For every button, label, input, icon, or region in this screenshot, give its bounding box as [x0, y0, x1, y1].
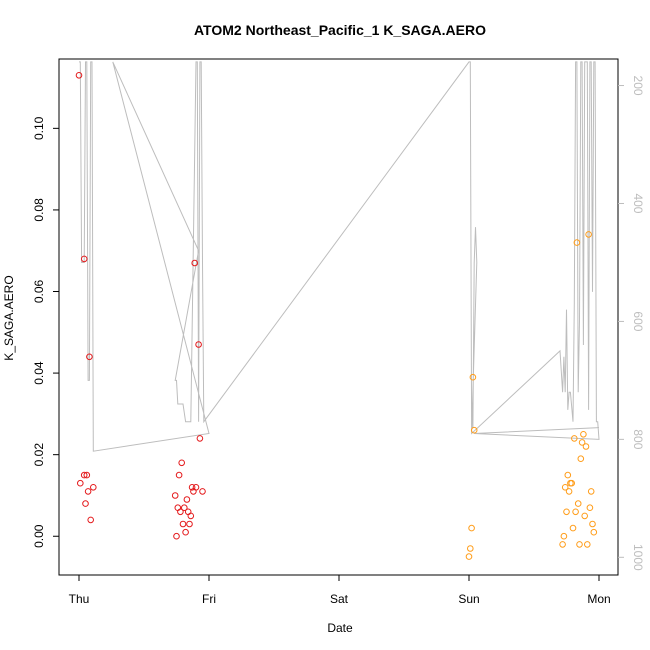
y-tick-label-3: 0.04 — [32, 361, 46, 385]
x-tick-label-4: Sun — [458, 592, 479, 606]
data-point-1-4 — [80, 471, 88, 479]
data-point-1-15 — [178, 459, 185, 467]
data-point-2-30 — [590, 528, 598, 536]
x-tick-label-3: Sat — [330, 592, 349, 606]
y-tick-label-5: 0.08 — [32, 198, 46, 222]
data-point-1-27 — [192, 484, 200, 491]
data-point-2-19 — [576, 541, 583, 548]
data-point-2-4 — [469, 373, 477, 381]
data-point-2-18 — [574, 500, 582, 507]
y2-tick-label-1: 200 — [631, 76, 645, 96]
data-point-2-25 — [584, 541, 591, 548]
data-point-2-9 — [563, 508, 570, 516]
data-point-1-25 — [188, 484, 196, 491]
chart-title: ATOM2 Northeast_Pacific_1 K_SAGA.AERO — [194, 22, 486, 38]
data-point-2-5 — [470, 426, 478, 434]
data-point-2-16 — [572, 508, 579, 516]
data-point-1-3 — [80, 255, 88, 263]
data-point-1-10 — [90, 484, 97, 491]
data-point-2-8 — [561, 484, 569, 491]
x-tick-label-5: Mon — [587, 592, 610, 606]
data-point-1-8 — [84, 488, 92, 495]
data-point-2-3 — [468, 524, 475, 532]
y-tick-label-2: 0.02 — [32, 443, 46, 467]
y2-tick-label-5: 1000 — [631, 544, 645, 571]
data-point-1-2 — [77, 479, 84, 487]
data-point-1-29 — [196, 435, 204, 442]
data-point-1-28 — [195, 341, 202, 348]
data-point-1-23 — [187, 512, 195, 520]
data-point-2-26 — [585, 231, 592, 238]
data-point-2-29 — [589, 520, 596, 528]
data-point-2-17 — [573, 239, 581, 246]
data-point-2-1 — [465, 553, 473, 560]
data-point-2-6 — [559, 541, 566, 548]
data-point-1-9 — [87, 516, 94, 524]
data-point-2-24 — [582, 443, 590, 450]
data-point-1-21 — [184, 508, 192, 516]
x-axis-label: Date — [327, 621, 353, 635]
data-point-1-30 — [199, 488, 206, 495]
data-point-2-14 — [569, 524, 577, 532]
data-point-1-24 — [191, 259, 198, 267]
data-point-2-10 — [564, 471, 572, 479]
data-point-1-20 — [183, 496, 191, 503]
data-point-1-5 — [83, 471, 91, 479]
data-point-1-19 — [182, 528, 189, 536]
data-points — [75, 72, 598, 560]
plot-frame — [58, 58, 619, 576]
data-point-1-11 — [171, 492, 179, 499]
data-point-1-16 — [177, 508, 184, 516]
altitude-trace — [79, 61, 600, 452]
data-point-2-28 — [587, 488, 595, 495]
data-point-1-7 — [86, 353, 93, 361]
data-point-2-15 — [571, 435, 578, 442]
data-point-1-6 — [82, 500, 89, 507]
y-tick-label-1: 0.00 — [32, 524, 46, 548]
data-point-1-14 — [173, 532, 180, 540]
y2-tick-label-2: 400 — [631, 193, 645, 213]
data-point-2-21 — [578, 439, 586, 446]
x-tick-label-1: Thu — [69, 592, 90, 606]
y2-tick-label-3: 600 — [631, 311, 645, 331]
data-point-1-17 — [179, 520, 187, 528]
data-point-2-27 — [586, 504, 594, 512]
x-tick-label-2: Fri — [202, 592, 216, 606]
data-point-1-22 — [186, 520, 193, 528]
data-point-1-12 — [174, 504, 182, 512]
data-point-2-22 — [580, 431, 587, 438]
y2-tick-label-4: 800 — [631, 429, 645, 449]
data-point-1-18 — [181, 504, 188, 512]
data-point-2-23 — [581, 512, 589, 520]
y-axis-label: K_SAGA.AERO — [2, 275, 16, 360]
data-point-1-13 — [175, 471, 183, 479]
y-tick-label-4: 0.06 — [32, 280, 46, 304]
axes: 0.00 0.02 0.04 0.06 0.08 0.10 200 400 600 800 1000… — [32, 58, 645, 606]
data-point-1-1 — [75, 72, 83, 79]
data-point-2-7 — [560, 532, 568, 540]
data-point-2-20 — [577, 455, 585, 463]
altitude-trace-line — [79, 61, 600, 452]
y-tick-label-6: 0.10 — [32, 116, 46, 140]
data-point-2-2 — [467, 545, 474, 552]
data-point-2-13 — [568, 479, 576, 487]
data-point-2-11 — [565, 488, 573, 495]
